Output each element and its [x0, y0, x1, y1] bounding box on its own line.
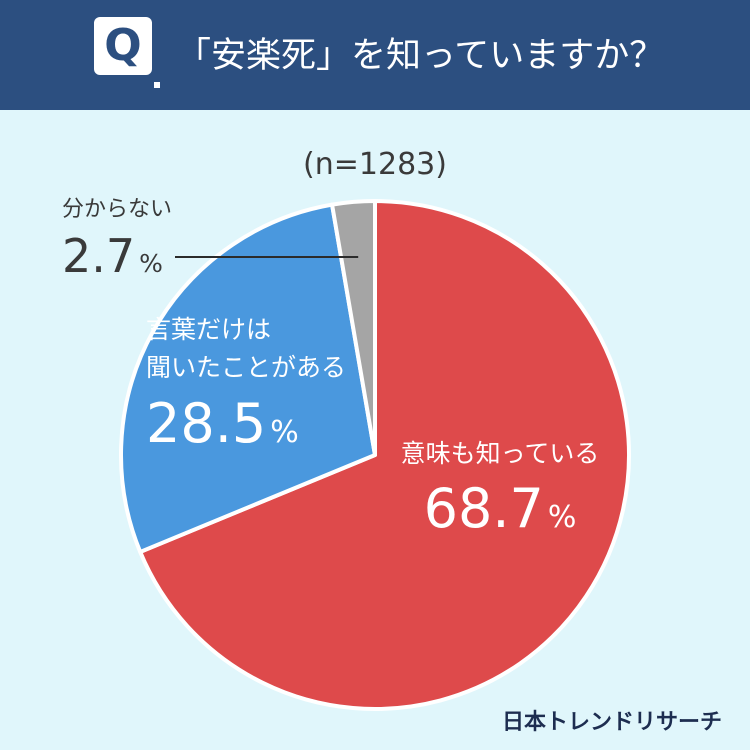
question-title: 「安楽死」を知っていますか？ [176, 36, 665, 76]
value-label-2: 2.7% [62, 229, 163, 283]
slice-label-1-line-1: 言葉だけは [146, 315, 271, 344]
q-letter: Q [104, 20, 142, 71]
pie-slice-2 [330, 199, 377, 457]
value-label-0: 68.7% [424, 477, 577, 540]
slice-label-2: 分からない [62, 197, 172, 222]
question-header: Q 「安楽死」を知っていますか？ [0, 0, 750, 110]
pie-slice-0 [138, 199, 631, 711]
slice-label-1-line-2: 聞いたことがある [146, 353, 346, 382]
q-dot [154, 82, 160, 88]
brand-logo-text: 日本トレンドリサーチ [501, 710, 722, 735]
pie-slice-1 [119, 202, 377, 554]
value-label-1: 28.5% [146, 392, 299, 455]
sample-size-label: (n=1283) [303, 147, 447, 182]
q-badge: Q [94, 17, 152, 75]
slice-label-0: 意味も知っている [401, 439, 600, 468]
